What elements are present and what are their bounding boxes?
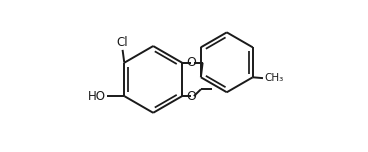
Text: Cl: Cl: [117, 36, 128, 48]
Text: O: O: [187, 90, 197, 103]
Text: HO: HO: [88, 90, 106, 103]
Text: CH₃: CH₃: [264, 73, 284, 83]
Text: O: O: [187, 56, 197, 69]
